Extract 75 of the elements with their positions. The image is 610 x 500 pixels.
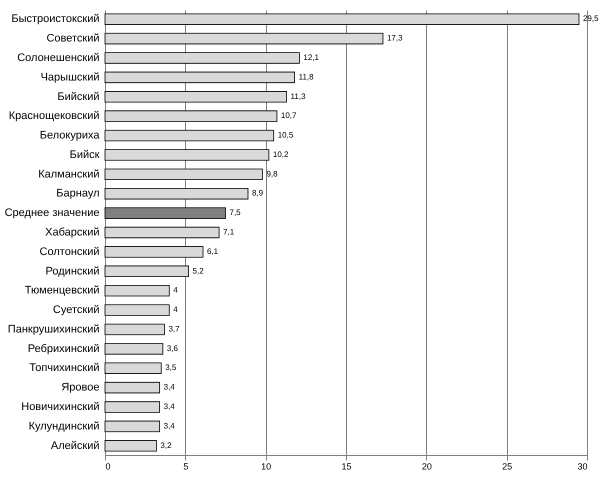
bar [104, 266, 189, 278]
data-label: 10,2 [272, 150, 289, 159]
y-tick-label: Ребрихинский [28, 342, 100, 355]
y-tick-label: Новичихинский [21, 401, 100, 414]
y-tick-label: Среднее значение [4, 207, 100, 220]
y-tick-label: Быстроистокский [11, 13, 100, 26]
data-label: 3,7 [168, 324, 180, 334]
y-tick-label: Тюменцевский [24, 284, 100, 297]
y-tick-label: Панкрушихинский [8, 323, 100, 336]
data-label: 12,1 [303, 52, 320, 62]
y-tick-label: Солтонский [40, 246, 100, 258]
data-label: 4 [173, 305, 178, 314]
data-label: 4 [173, 286, 178, 295]
y-tick-label: Яровое [61, 382, 100, 394]
bar [104, 149, 270, 161]
bar [104, 13, 580, 25]
data-label: 6,1 [207, 246, 219, 256]
y-tick-label: Краснощековский [8, 110, 100, 122]
data-label: 10,7 [280, 111, 298, 120]
bar [104, 72, 295, 84]
data-label: 11,8 [298, 72, 314, 82]
bar [104, 401, 160, 413]
data-label: 8,9 [252, 188, 264, 198]
y-tick-label: Калманский [38, 168, 100, 180]
data-label: 11,3 [290, 92, 306, 101]
data-label: 10,5 [278, 130, 294, 140]
bar [104, 420, 160, 432]
data-label: 5,2 [192, 266, 204, 276]
y-tick-label: Солонешенский [17, 52, 100, 64]
y-tick-label: Бийск [70, 148, 100, 161]
bar [104, 110, 278, 122]
bar [104, 91, 287, 102]
x-tick-label: 30 [577, 462, 588, 472]
data-label: 3,4 [164, 402, 176, 412]
x-tick-label: 10 [261, 462, 272, 472]
y-tick-label: Бийский [57, 90, 100, 103]
data-label: 7,1 [223, 228, 235, 236]
bar [104, 226, 220, 238]
y-tick-label: Суетский [52, 304, 100, 316]
bar [104, 188, 248, 200]
bar [104, 168, 263, 180]
data-label: 3,5 [165, 363, 177, 372]
data-label: 3,4 [164, 421, 176, 430]
x-tick-label: 25 [502, 462, 512, 472]
data-label: 17,3 [386, 34, 404, 43]
bar [104, 32, 384, 44]
bar [104, 284, 170, 296]
y-tick-label: Родинский [46, 265, 100, 278]
data-label: 9,8 [266, 169, 278, 178]
x-tick-label: 20 [422, 462, 432, 472]
y-tick-label: Алейский [50, 440, 100, 452]
bar [104, 52, 300, 64]
bar [104, 440, 157, 452]
y-tick-label: Хабарский [45, 226, 100, 238]
data-label: 29,5 [582, 14, 600, 24]
y-tick-label: Топчихинский [29, 362, 100, 374]
bar [104, 343, 164, 355]
y-tick-label: Барнаул [56, 188, 100, 200]
x-tick-label: 15 [341, 462, 352, 472]
x-tick-label: 0 [106, 462, 111, 472]
bar [104, 130, 274, 142]
x-tick-label: 5 [183, 462, 188, 472]
y-tick-label: Кулундинский [28, 420, 100, 432]
data-label: 3,2 [160, 440, 172, 450]
data-label: 7,5 [230, 208, 242, 218]
bar [104, 246, 204, 258]
data-label: 3,6 [166, 344, 179, 353]
bar [104, 382, 160, 394]
bar [104, 304, 170, 316]
bar [104, 324, 165, 336]
data-label: 3,4 [164, 382, 176, 392]
y-tick-label: Советский [46, 32, 100, 45]
y-tick-label: Чарышский [40, 71, 100, 84]
bar [104, 362, 162, 374]
y-tick-label: Белокуриха [40, 130, 100, 142]
